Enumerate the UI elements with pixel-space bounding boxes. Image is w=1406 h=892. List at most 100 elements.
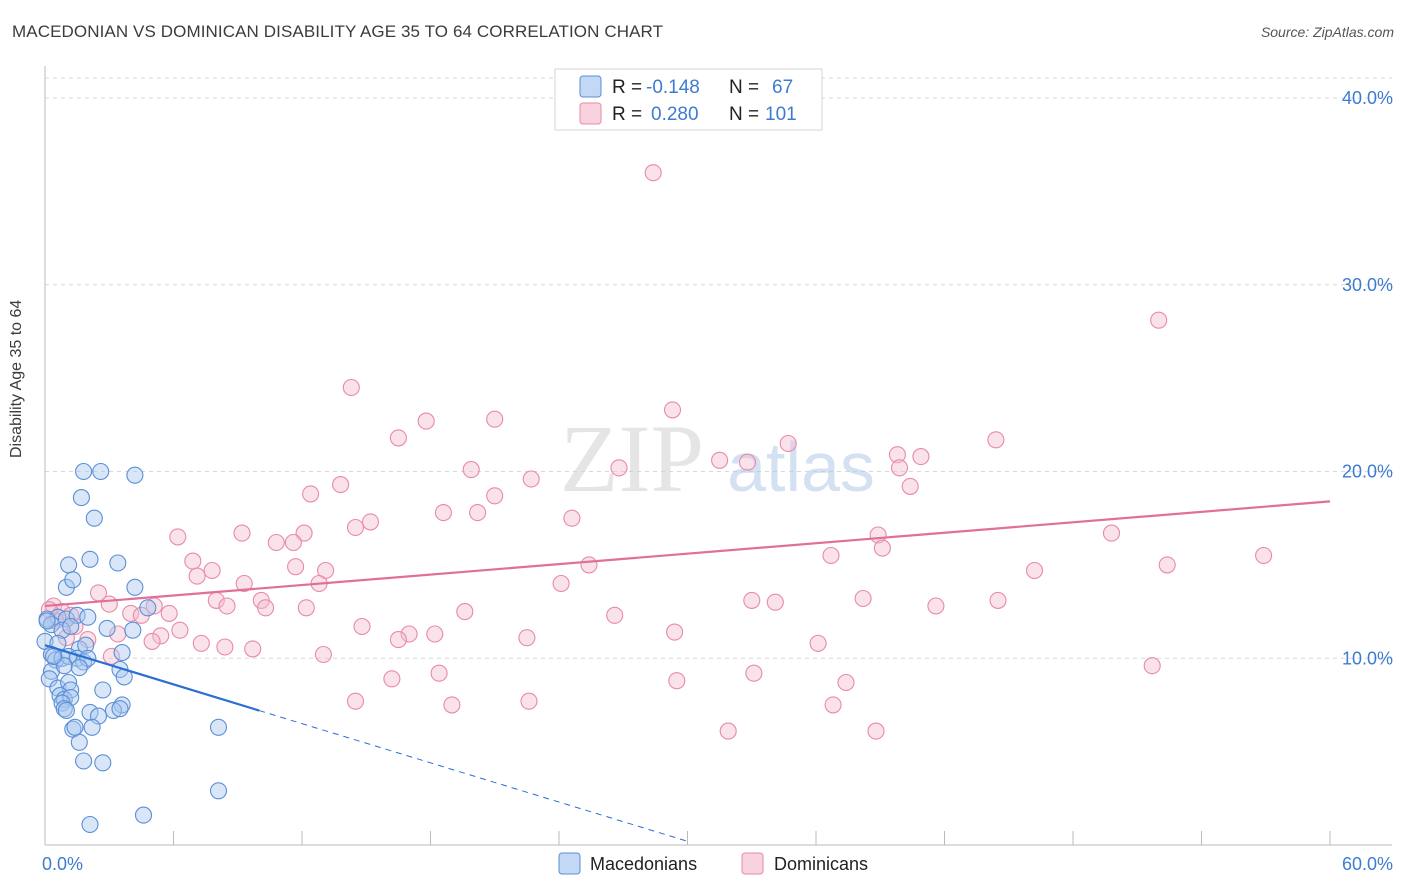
dominicans-point xyxy=(824,696,842,714)
y-axis-label: Disability Age 35 to 64 xyxy=(8,299,25,458)
y-tick-label: 20.0% xyxy=(1342,462,1393,482)
macedonians-point xyxy=(66,718,84,736)
dominicans-point xyxy=(434,504,452,522)
dominicans-point xyxy=(888,446,906,464)
dominicans-trend-line xyxy=(44,500,1331,608)
macedonians-point xyxy=(60,556,78,574)
dominicans-point xyxy=(890,459,909,477)
dominicans-point xyxy=(346,692,365,710)
macedonians-point xyxy=(109,554,127,572)
x-tick-labels: 0.0% 60.0% xyxy=(42,854,1393,874)
series-legend: Macedonians Dominicans xyxy=(558,852,868,875)
x-tick-label: 60.0% xyxy=(1342,854,1393,874)
dominicans-point xyxy=(867,722,885,740)
legend-n-label-1: N = xyxy=(729,77,759,98)
dominicans-point xyxy=(1255,546,1273,565)
dominicans-point xyxy=(184,552,202,570)
watermark: ZIP atlas xyxy=(560,405,875,512)
macedonians-point xyxy=(126,466,144,484)
dominicans-point xyxy=(563,509,581,527)
legend-n-value-2: 101 xyxy=(765,104,797,125)
dominicans-point xyxy=(873,539,891,557)
dominicans-point xyxy=(462,461,480,479)
dominicans-point xyxy=(389,429,407,447)
macedonians-point xyxy=(92,462,110,481)
bottom-legend-swatch-dominicans xyxy=(741,852,764,875)
macedonians-point xyxy=(45,647,63,665)
macedonians-point xyxy=(83,718,101,736)
dominicans-point xyxy=(520,692,538,710)
legend-n-value-1: 67 xyxy=(772,77,793,98)
dominicans-point xyxy=(822,546,840,565)
macedonians-point xyxy=(126,578,144,596)
bottom-legend-label-dominicans: Dominicans xyxy=(774,854,868,874)
dominicans-point xyxy=(743,591,761,609)
macedonians-point xyxy=(81,703,99,721)
macedonians-point xyxy=(60,647,78,665)
legend-r-label-2: R = xyxy=(612,104,642,125)
dominicans-point xyxy=(854,589,872,608)
dominicans-point xyxy=(192,634,210,652)
dominicans-point xyxy=(218,597,236,615)
macedonians-point xyxy=(85,509,103,527)
dominicans-point xyxy=(779,434,797,453)
macedonians-point xyxy=(40,670,58,688)
legend-swatch-dominicans xyxy=(579,102,602,125)
macedonians-point xyxy=(81,815,99,834)
chart-title: MACEDONIAN VS DOMINICAN DISABILITY AGE 3… xyxy=(12,22,664,41)
dominicans-point xyxy=(837,673,855,692)
dominicans-point xyxy=(1143,657,1161,675)
dominicans-point xyxy=(332,476,350,494)
macedonians-point xyxy=(113,644,131,662)
dominicans-point xyxy=(203,561,221,580)
dominicans-point xyxy=(1102,524,1121,542)
dominicans-point xyxy=(383,670,401,688)
dominicans-point xyxy=(400,625,418,643)
macedonians-point xyxy=(94,681,112,699)
dominicans-point xyxy=(426,625,444,643)
dominicans-point xyxy=(233,524,251,542)
bottom-legend-swatch-macedonians xyxy=(558,852,581,875)
dominicans-point xyxy=(267,533,285,552)
dominicans-point xyxy=(122,604,140,622)
dominicans-point xyxy=(257,599,275,617)
macedonians-point xyxy=(79,608,97,626)
dominicans-point xyxy=(663,401,682,419)
dominicans-point xyxy=(552,574,570,593)
legend-r-value-2: 0.280 xyxy=(651,104,699,125)
macedonians-point xyxy=(209,782,228,800)
dominicans-point xyxy=(469,504,487,522)
dominicans-point xyxy=(1025,561,1044,580)
dominicans-point xyxy=(284,533,302,552)
macedonians-point xyxy=(57,701,75,720)
macedonians-point xyxy=(94,754,112,772)
macedonians-point xyxy=(209,718,228,736)
dominicans-point xyxy=(486,410,504,428)
dominicans-point xyxy=(430,664,448,682)
macedonians-point xyxy=(70,733,88,751)
macedonians-point xyxy=(62,617,80,636)
macedonians-point xyxy=(53,621,71,639)
dominicans-point xyxy=(417,412,435,430)
dominicans-point xyxy=(389,631,407,649)
macedonians-point xyxy=(111,700,129,718)
dominicans-point xyxy=(235,574,253,593)
dominicans-point xyxy=(644,164,662,182)
dominicans-point xyxy=(160,604,178,622)
legend-n-label-2: N = xyxy=(729,104,759,125)
axes xyxy=(44,66,1392,846)
legend-swatch-macedonians xyxy=(579,75,602,98)
watermark-zip: ZIP xyxy=(560,405,704,512)
dominicans-point xyxy=(346,518,365,537)
dominicans-point xyxy=(666,623,684,641)
legend-r-label-1: R = xyxy=(612,77,642,98)
dominicans-point xyxy=(297,599,315,617)
dominicans-point xyxy=(342,378,360,397)
macedonians-point xyxy=(104,701,123,720)
macedonians-point xyxy=(75,752,93,770)
dominicans-point xyxy=(169,528,187,546)
dominicans-point xyxy=(152,627,170,645)
macedonians-point xyxy=(70,659,88,677)
dominicans-point xyxy=(809,634,827,652)
